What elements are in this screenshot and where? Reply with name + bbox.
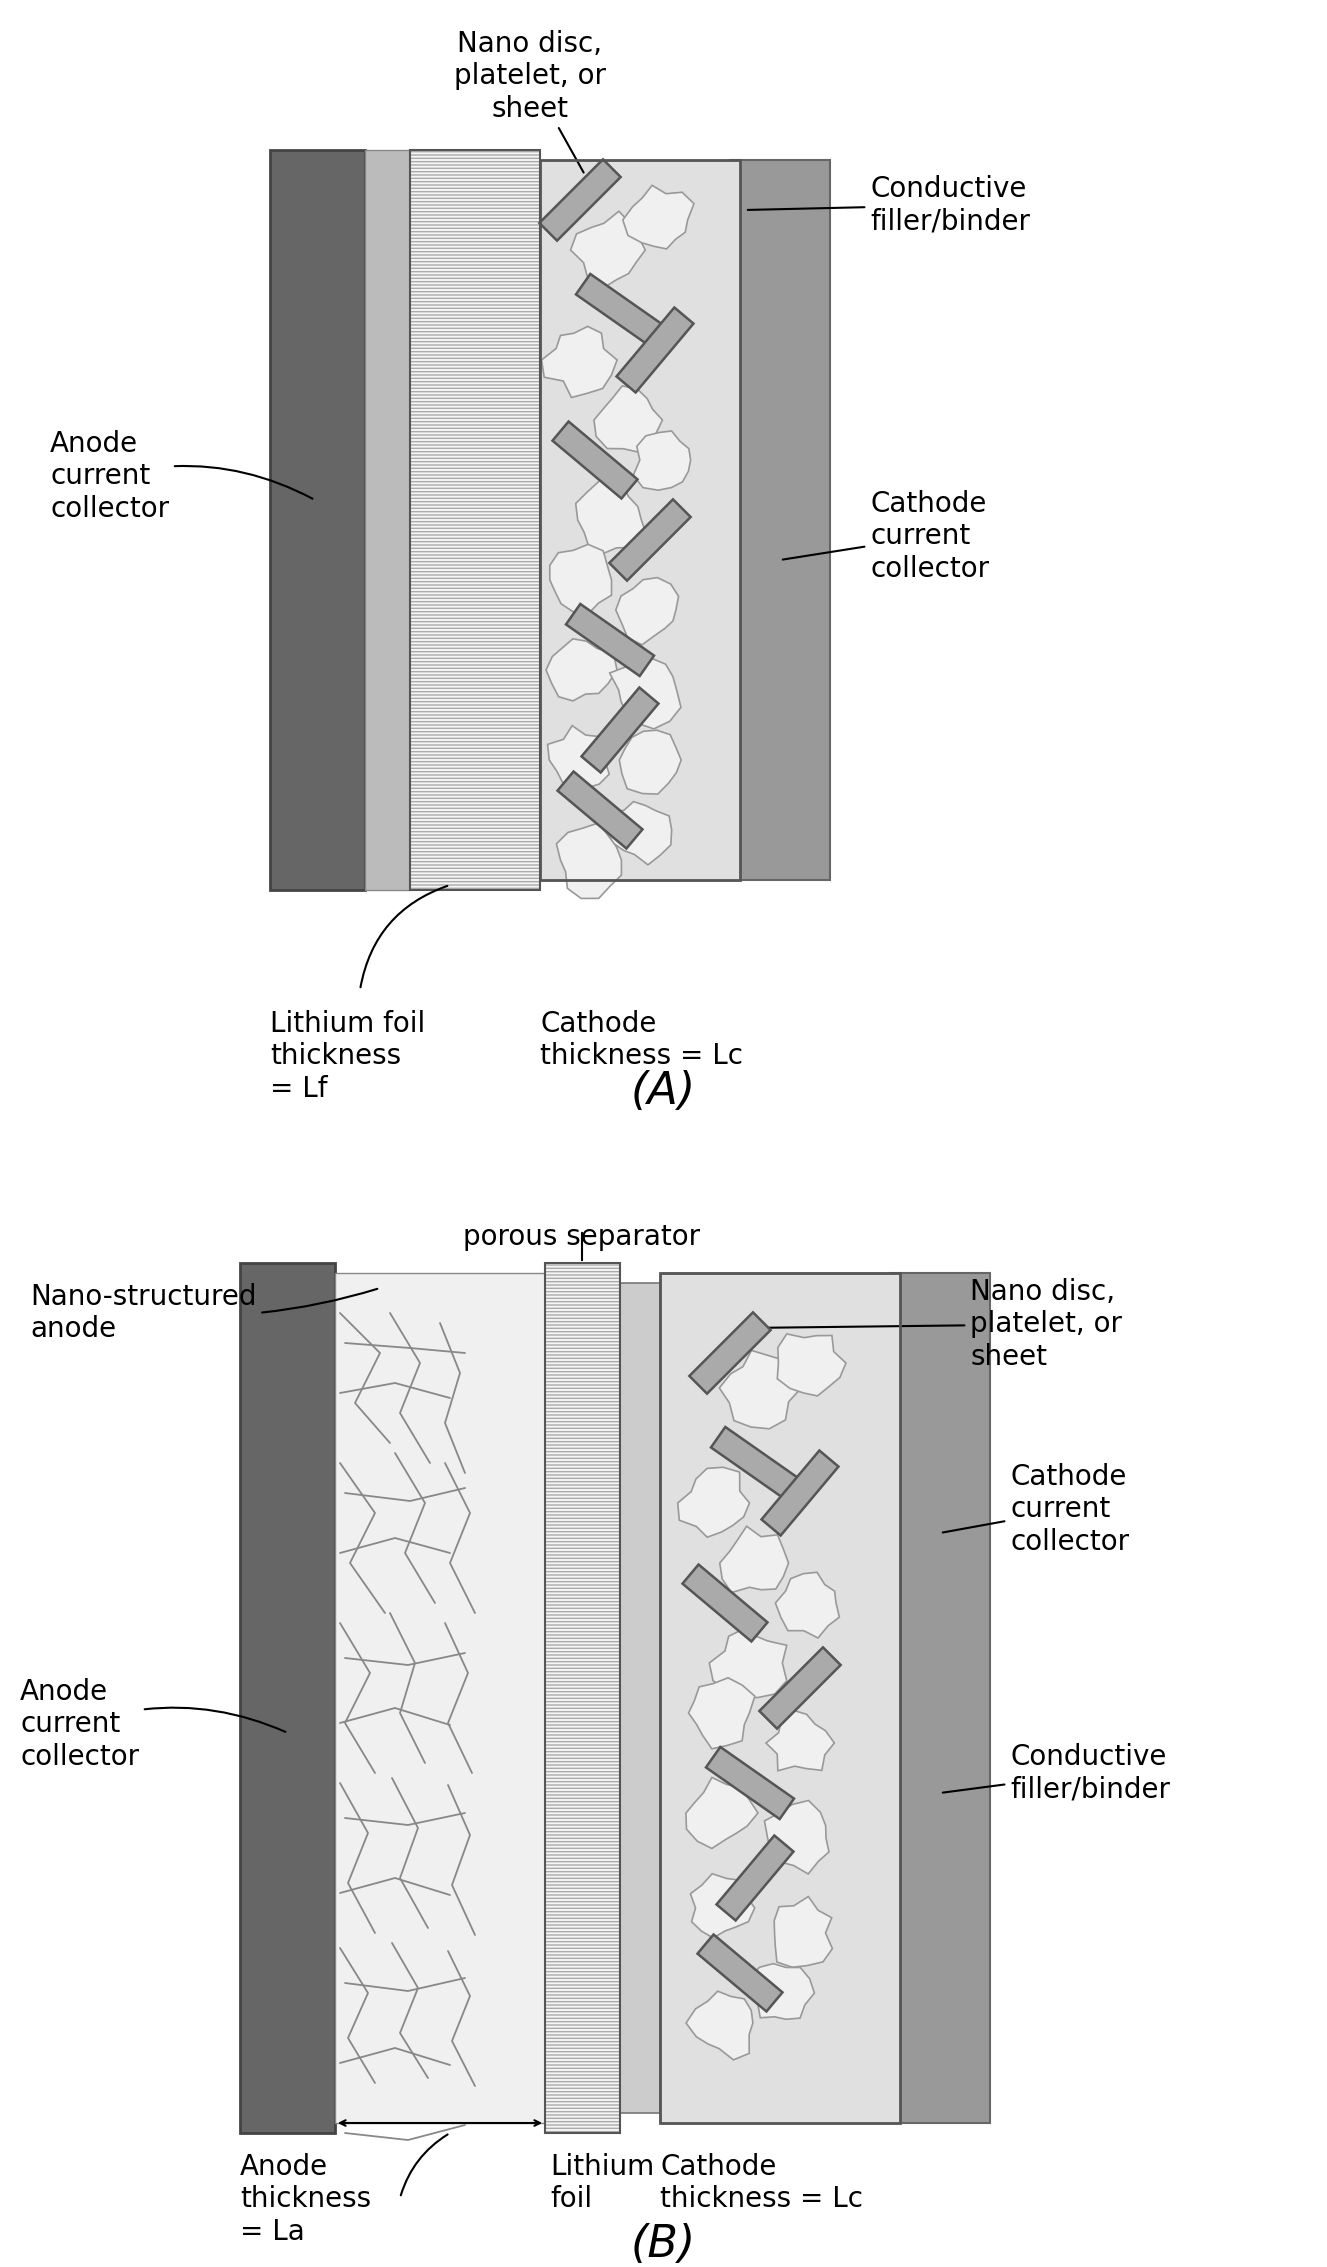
Polygon shape xyxy=(775,1573,840,1639)
Text: Nano-structured
anode: Nano-structured anode xyxy=(31,1283,377,1344)
Text: Cathode
current
collector: Cathode current collector xyxy=(783,490,989,583)
Polygon shape xyxy=(576,274,664,347)
Bar xyxy=(540,161,740,880)
Polygon shape xyxy=(759,1648,841,1730)
Text: Anode
current
collector: Anode current collector xyxy=(50,431,313,524)
Polygon shape xyxy=(581,687,658,773)
Bar xyxy=(545,1263,620,2133)
Polygon shape xyxy=(690,1875,755,1938)
Polygon shape xyxy=(571,211,645,290)
Text: (A): (A) xyxy=(630,1070,695,1113)
Polygon shape xyxy=(594,385,662,451)
Polygon shape xyxy=(541,326,617,397)
Text: Cathode
thickness = Lc: Cathode thickness = Lc xyxy=(660,2154,863,2213)
Bar xyxy=(660,1274,900,2122)
Polygon shape xyxy=(609,660,681,730)
Polygon shape xyxy=(557,771,642,848)
Polygon shape xyxy=(616,578,678,644)
Text: Lithium
foil: Lithium foil xyxy=(549,2154,654,2213)
Polygon shape xyxy=(576,481,648,553)
Polygon shape xyxy=(689,1313,771,1394)
Polygon shape xyxy=(686,1990,752,2061)
Polygon shape xyxy=(622,186,694,249)
Bar xyxy=(269,150,365,891)
Polygon shape xyxy=(778,1333,845,1396)
Bar xyxy=(660,1274,900,2122)
Text: porous separator: porous separator xyxy=(463,1222,701,1251)
Polygon shape xyxy=(606,803,671,864)
Text: Lithium foil
thickness
= Lf: Lithium foil thickness = Lf xyxy=(269,1011,425,1102)
Polygon shape xyxy=(698,1934,783,2011)
Bar xyxy=(730,161,829,880)
Polygon shape xyxy=(717,1836,794,1920)
Text: Anode
thickness
= La: Anode thickness = La xyxy=(240,2154,372,2247)
Polygon shape xyxy=(620,730,681,793)
Text: Cathode
current
collector: Cathode current collector xyxy=(942,1462,1129,1555)
Bar xyxy=(334,1274,545,2122)
Polygon shape xyxy=(719,1526,788,1594)
Polygon shape xyxy=(567,603,654,676)
Bar xyxy=(410,150,540,891)
Bar xyxy=(540,161,740,880)
Polygon shape xyxy=(709,1630,787,1698)
Bar xyxy=(890,1274,990,2122)
Text: Nano disc,
platelet, or
sheet: Nano disc, platelet, or sheet xyxy=(454,29,606,172)
Bar xyxy=(240,1263,334,2133)
Polygon shape xyxy=(678,1467,750,1537)
Polygon shape xyxy=(549,544,612,614)
Text: Nano disc,
platelet, or
sheet: Nano disc, platelet, or sheet xyxy=(748,1279,1123,1372)
Polygon shape xyxy=(711,1426,799,1498)
Polygon shape xyxy=(609,499,690,580)
Polygon shape xyxy=(774,1897,832,1968)
Polygon shape xyxy=(766,1709,835,1771)
Bar xyxy=(365,150,410,891)
Polygon shape xyxy=(686,1777,758,1848)
Polygon shape xyxy=(545,639,617,701)
Polygon shape xyxy=(617,308,694,392)
Text: Conductive
filler/binder: Conductive filler/binder xyxy=(748,175,1030,236)
Polygon shape xyxy=(706,1748,794,1818)
Text: (B): (B) xyxy=(630,2224,695,2267)
Polygon shape xyxy=(552,422,637,499)
Polygon shape xyxy=(539,159,621,240)
Bar xyxy=(545,1263,620,2133)
Polygon shape xyxy=(750,1963,815,2020)
Polygon shape xyxy=(682,1564,767,1641)
Polygon shape xyxy=(762,1451,839,1535)
Polygon shape xyxy=(689,1678,755,1748)
Polygon shape xyxy=(719,1351,802,1428)
Polygon shape xyxy=(556,823,621,898)
Bar xyxy=(620,1283,660,2113)
Polygon shape xyxy=(764,1800,829,1875)
Text: Cathode
thickness = Lc: Cathode thickness = Lc xyxy=(540,1011,743,1070)
Text: Anode
current
collector: Anode current collector xyxy=(20,1678,285,1771)
Bar xyxy=(410,150,540,891)
Text: Conductive
filler/binder: Conductive filler/binder xyxy=(942,1743,1170,1805)
Polygon shape xyxy=(633,431,690,490)
Polygon shape xyxy=(548,725,609,789)
